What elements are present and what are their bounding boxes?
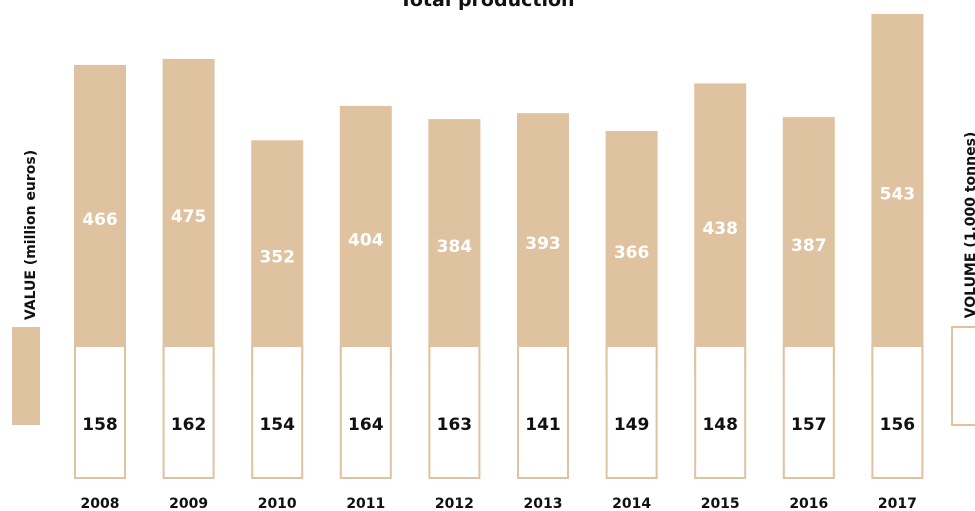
legend-swatch-volume [951,326,975,426]
x-tick-label-2013: 2013 [524,496,563,511]
value-label-2008: 466 [82,210,118,230]
volume-bar-2016 [782,345,835,479]
volume-bar-2008 [74,345,126,479]
volume-bar-2011 [339,345,392,479]
x-tick-label-2010: 2010 [258,496,297,511]
volume-label-2008: 158 [82,415,118,435]
value-bar-2010 [251,140,304,373]
value-label-2016: 387 [791,236,827,256]
x-tick-label-2016: 2016 [789,496,828,511]
value-bar-2015 [694,83,747,373]
value-bar-2013 [517,113,569,374]
legend-left: VALUE (million euros) [12,150,40,425]
y-axis-label-left: VALUE (million euros) [23,150,39,320]
volume-bar-2012 [428,345,481,479]
value-bar-2012 [428,119,481,373]
y-axis-label-right: VOLUME (1.000 tonnes) [963,132,975,319]
value-bar-2011 [339,105,392,373]
value-bar-2014 [605,131,658,373]
volume-label-2015: 148 [702,415,738,435]
value-label-2012: 384 [437,237,473,257]
value-bar-2009 [162,58,215,373]
bars-group: 466 158 2008 475 162 2009 352 154 2010 404 164 2011… [74,14,924,511]
value-bar-2008 [74,64,126,373]
value-label-2015: 438 [702,219,738,239]
volume-label-2016: 157 [791,415,827,435]
value-label-2009: 475 [171,207,207,227]
volume-label-2012: 163 [437,415,473,435]
x-tick-label-2017: 2017 [878,496,917,511]
legend-right: VOLUME (1.000 tonnes) [951,132,975,426]
volume-bar-2010 [251,345,304,479]
x-tick-label-2012: 2012 [435,496,474,511]
value-label-2017: 543 [880,185,916,205]
value-label-2011: 404 [348,230,384,250]
chart-title: Total production [399,0,574,11]
x-tick-label-2011: 2011 [346,496,385,511]
value-bar-2017 [871,14,924,373]
volume-label-2013: 141 [525,415,561,435]
volume-bar-2014 [605,345,658,479]
volume-bar-2009 [162,345,215,479]
volume-bar-2017 [871,345,924,479]
x-tick-label-2009: 2009 [169,496,208,511]
value-label-2013: 393 [525,234,561,254]
volume-label-2014: 149 [614,415,650,435]
volume-label-2017: 156 [880,415,916,435]
value-label-2014: 366 [614,243,650,263]
volume-label-2011: 164 [348,415,384,435]
x-tick-label-2015: 2015 [701,496,740,511]
value-bar-2016 [782,117,835,373]
volume-label-2010: 154 [259,415,295,435]
volume-bar-2015 [694,345,747,479]
volume-label-2009: 162 [171,415,207,435]
value-label-2010: 352 [259,248,295,268]
legend-swatch-value [12,327,40,425]
volume-bar-2013 [517,345,569,479]
x-tick-label-2014: 2014 [612,496,651,511]
x-tick-label-2008: 2008 [81,496,120,511]
